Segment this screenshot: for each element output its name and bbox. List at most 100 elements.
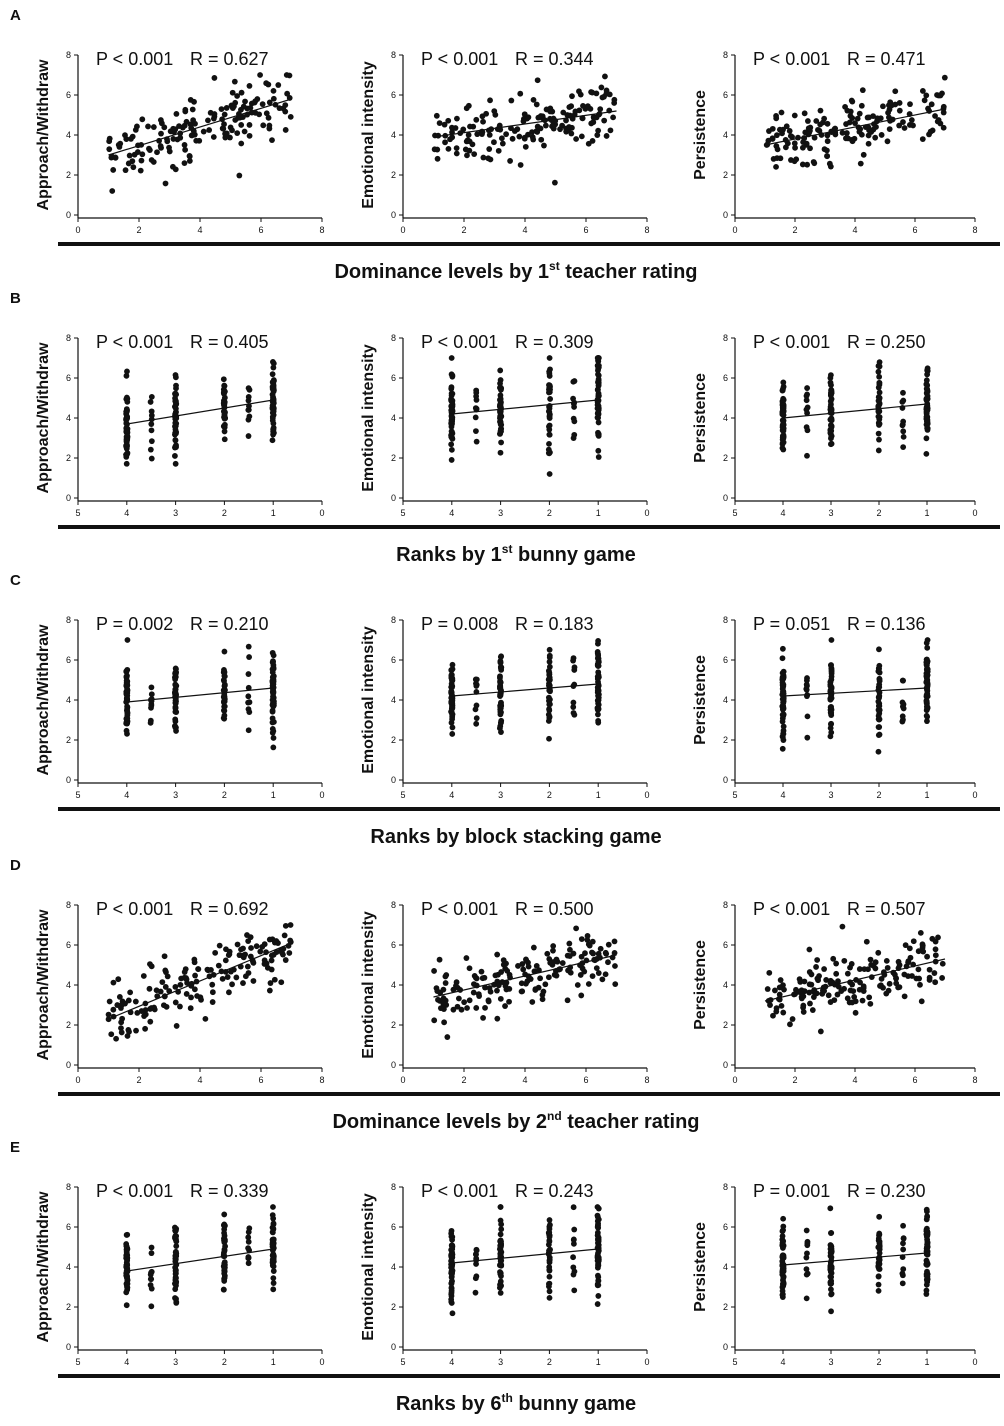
scatter-plot-B-2: 0 2 4 6 8 5 4 3 2 1 0 Emotional intensity P < 0.001 R… <box>360 332 650 518</box>
data-point <box>123 715 130 722</box>
p-value-label: P < 0.001 <box>753 899 830 919</box>
data-point <box>566 940 573 947</box>
data-point <box>245 1245 251 1252</box>
data-point <box>270 426 277 433</box>
data-point <box>221 1275 228 1282</box>
data-point <box>780 681 787 688</box>
data-point <box>286 72 293 79</box>
data-point <box>827 398 834 405</box>
data-point <box>859 997 866 1004</box>
y-tick-label: 4 <box>723 695 728 705</box>
data-point <box>147 446 154 453</box>
data-point <box>148 1250 155 1257</box>
data-point <box>827 1265 834 1272</box>
data-point <box>603 950 610 957</box>
data-point <box>595 393 602 399</box>
data-point <box>857 979 863 986</box>
data-point <box>173 1275 179 1281</box>
y-axis-label: Persistence <box>692 655 709 745</box>
data-point <box>827 375 834 381</box>
trend-line <box>782 1252 928 1266</box>
data-point <box>937 120 944 127</box>
data-point <box>783 123 790 130</box>
data-point <box>220 376 227 383</box>
data-point <box>550 125 557 132</box>
data-point <box>804 427 811 434</box>
data-point <box>532 987 539 993</box>
data-point <box>471 981 477 987</box>
data-point <box>445 145 452 152</box>
data-point <box>780 379 787 386</box>
data-point <box>191 956 198 963</box>
data-point <box>437 1005 444 1012</box>
data-point <box>828 389 834 396</box>
data-point <box>261 941 268 948</box>
data-point <box>923 712 930 719</box>
data-point <box>132 126 139 133</box>
data-point <box>193 137 200 144</box>
scatter-plot-D-2: 0 2 4 6 8 0 2 4 6 8 Emotional intensity P < 0.001 R … <box>360 899 650 1085</box>
data-point <box>172 453 178 459</box>
data-point <box>240 954 247 961</box>
data-point <box>779 434 786 441</box>
data-point <box>502 1003 508 1009</box>
data-points <box>779 1205 931 1315</box>
data-point <box>497 1204 504 1210</box>
data-point <box>612 963 618 969</box>
x-axis-title-main: Dominance levels by 2 <box>332 1111 547 1133</box>
data-point <box>804 161 811 168</box>
x-tick-label: 3 <box>173 1357 178 1367</box>
data-point <box>546 1273 553 1280</box>
data-point <box>803 1266 810 1273</box>
x-tick-label: 0 <box>75 1075 80 1085</box>
data-point <box>242 98 248 105</box>
x-tick-label: 2 <box>547 1357 552 1367</box>
y-tick-label: 2 <box>391 1302 396 1312</box>
data-point <box>256 111 263 118</box>
data-point <box>132 998 139 1005</box>
data-point <box>540 988 547 995</box>
data-point <box>923 1287 930 1294</box>
data-point <box>567 946 573 953</box>
x-axis-title-superscript: st <box>502 542 513 556</box>
x-tick-label: 6 <box>258 225 263 235</box>
data-point <box>491 139 497 146</box>
data-point <box>172 398 179 405</box>
data-point <box>910 122 916 129</box>
data-point <box>573 925 580 932</box>
data-point <box>828 382 834 388</box>
data-point <box>523 957 530 964</box>
data-point <box>115 141 122 148</box>
p-value-label: P < 0.001 <box>96 49 173 69</box>
data-point <box>594 1204 601 1210</box>
trend-line <box>433 110 617 138</box>
data-point <box>245 433 252 439</box>
y-tick-label: 8 <box>391 333 396 343</box>
data-point <box>147 1018 154 1025</box>
data-point <box>183 118 190 125</box>
data-point <box>222 130 228 137</box>
y-tick-label: 0 <box>723 210 728 220</box>
data-point <box>166 988 173 994</box>
data-point <box>123 443 130 450</box>
x-axis-title: Dominance levels by 2nd teacher rating <box>332 1109 699 1133</box>
r-value-label: R = 0.183 <box>515 614 594 634</box>
y-tick-label: 8 <box>723 615 728 625</box>
data-point <box>161 953 168 960</box>
data-point <box>870 113 877 119</box>
data-point <box>923 377 930 384</box>
data-point <box>448 407 455 414</box>
data-point <box>270 95 277 102</box>
x-tick-label: 5 <box>732 1357 737 1367</box>
data-point <box>460 126 467 133</box>
data-point <box>448 355 455 361</box>
data-point <box>246 132 253 139</box>
data-point <box>940 103 947 110</box>
data-point <box>465 132 472 138</box>
data-point <box>595 447 602 454</box>
data-point <box>876 1213 883 1220</box>
data-point <box>449 676 455 683</box>
data-point <box>517 90 524 97</box>
data-point <box>126 1028 132 1035</box>
data-point <box>924 371 931 378</box>
